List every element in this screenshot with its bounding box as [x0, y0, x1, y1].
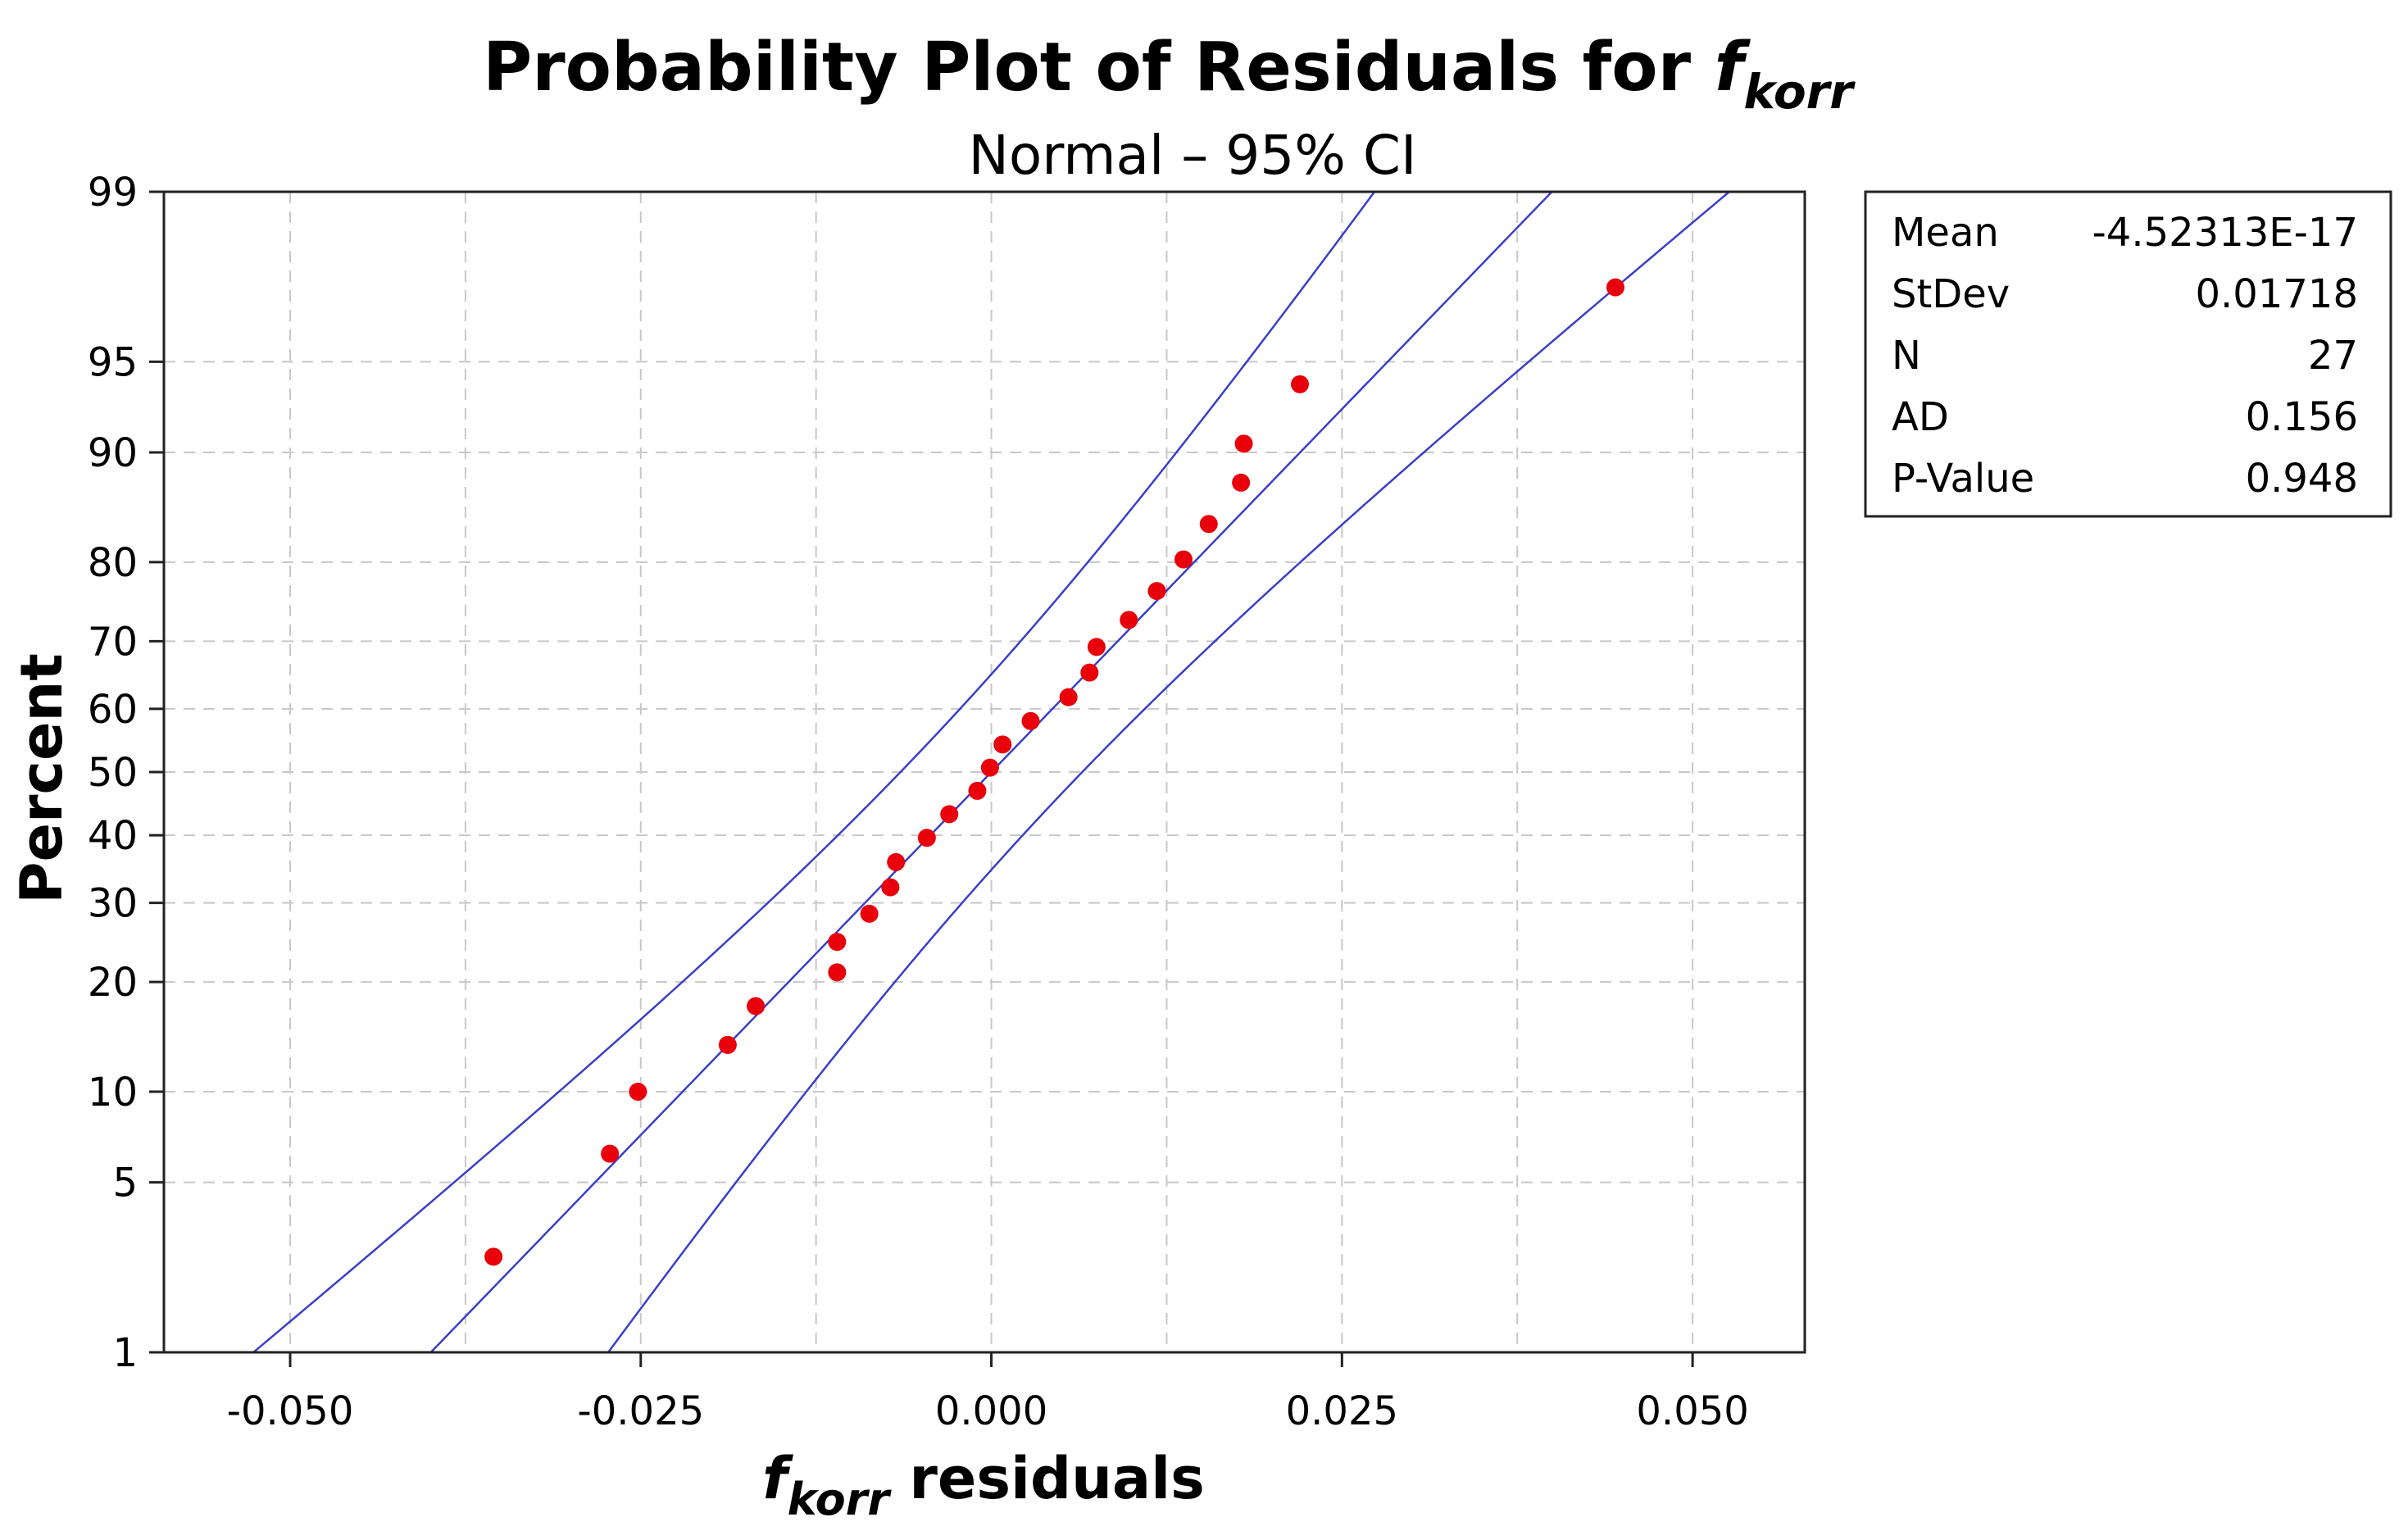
data-point	[747, 997, 766, 1015]
y-tick-label: 30	[88, 881, 138, 927]
chart-title-main: Probability Plot of Residuals for	[483, 29, 1715, 107]
data-point	[828, 963, 847, 982]
y-tick-label: 70	[88, 619, 138, 665]
stat-value: 0.156	[2246, 394, 2358, 440]
y-tick-label: 60	[88, 687, 138, 733]
stat-label: Mean	[1892, 210, 1999, 256]
data-point	[917, 829, 936, 847]
data-point	[1080, 663, 1099, 682]
x-tick-label: 0.050	[1636, 1388, 1748, 1434]
data-point	[881, 878, 900, 897]
data-point	[1059, 688, 1078, 706]
data-point	[1120, 611, 1138, 629]
x-axis-label: fkorr residuals	[762, 1445, 1205, 1525]
y-tick-label: 20	[88, 960, 138, 1006]
stat-label: N	[1892, 333, 1921, 379]
y-tick-label: 95	[88, 339, 138, 385]
data-point	[1234, 434, 1253, 453]
stat-label: AD	[1892, 394, 1949, 440]
data-point	[1232, 473, 1251, 492]
stats-box-frame	[1864, 190, 2392, 518]
y-axis-ticks: 1 5 10 20 30 40 50 60 70 80 90 95 99	[88, 170, 164, 1376]
ci-lower-line	[607, 192, 1731, 1352]
y-tick-label: 99	[88, 170, 138, 216]
y-tick-label: 50	[88, 750, 138, 796]
data-point	[1087, 638, 1106, 656]
stats-box: Mean -4.52313E-17 StDev 0.01718 N 27 AD 0.156 P-…	[1864, 190, 2392, 518]
chart-title: Probability Plot of Residuals for fkorr	[483, 29, 1856, 120]
chart-title-sub: korr	[1743, 64, 1856, 120]
data-point	[718, 1035, 737, 1054]
stat-label: StDev	[1892, 271, 2010, 317]
x-axis-ticks: -0.050 -0.025 0.000 0.025 0.050	[227, 1352, 1749, 1434]
y-tick-label: 40	[88, 813, 138, 859]
y-tick-label: 10	[88, 1070, 138, 1115]
y-axis-label: Percent	[8, 653, 75, 904]
data-point	[860, 904, 879, 923]
data-points	[484, 278, 1624, 1266]
x-axis-label-rest: residuals	[889, 1445, 1205, 1512]
data-point	[980, 758, 999, 777]
stat-label: P-Value	[1892, 456, 2034, 502]
data-point	[1606, 278, 1624, 297]
data-point	[887, 852, 906, 871]
stat-value: 0.948	[2246, 456, 2358, 502]
data-point	[1021, 711, 1040, 730]
data-point	[629, 1083, 647, 1102]
y-tick-label: 5	[112, 1161, 138, 1206]
data-point	[1174, 550, 1193, 569]
x-tick-label: 0.025	[1286, 1388, 1398, 1434]
data-point	[940, 805, 959, 824]
stat-value: 0.01718	[2196, 271, 2359, 317]
data-point	[484, 1247, 503, 1266]
data-point	[828, 933, 847, 952]
ci-upper-line	[252, 192, 1376, 1352]
chart-subtitle: Normal – 95% CI	[969, 124, 1417, 187]
data-point	[1147, 582, 1166, 601]
x-tick-label: -0.050	[227, 1388, 354, 1434]
data-point	[601, 1144, 620, 1163]
x-axis-label-sub: korr	[788, 1474, 893, 1525]
data-point	[968, 781, 987, 800]
y-tick-label: 1	[112, 1330, 138, 1376]
x-tick-label: 0.000	[935, 1388, 1047, 1434]
data-point	[993, 735, 1012, 754]
x-tick-label: -0.025	[577, 1388, 704, 1434]
y-tick-label: 90	[88, 430, 138, 476]
data-point	[1291, 375, 1309, 393]
data-point	[1199, 515, 1218, 534]
y-tick-label: 80	[88, 540, 138, 586]
stat-value: -4.52313E-17	[2092, 210, 2358, 256]
stat-value: 27	[2308, 333, 2358, 379]
